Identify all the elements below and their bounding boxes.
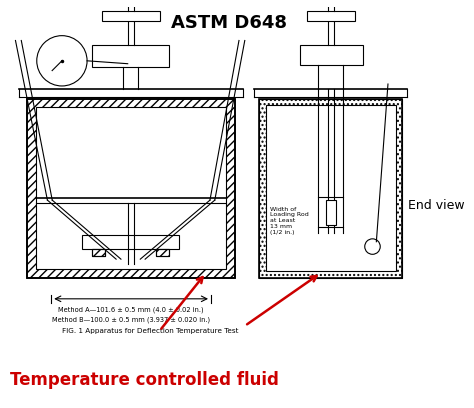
Bar [300,45,363,65]
Bar [27,99,235,277]
Bar [36,107,227,269]
Text: FIG. 1 Apparatus for Deflection Temperature Test: FIG. 1 Apparatus for Deflection Temperat… [62,328,238,334]
Text: Temperature controlled fluid: Temperature controlled fluid [9,371,279,389]
Bar [92,248,105,256]
Bar [156,248,169,256]
Bar [36,107,227,269]
Bar [326,200,336,224]
Text: Method A—101.6 ± 0.5 mm (4.0 ± 0.02 in.): Method A—101.6 ± 0.5 mm (4.0 ± 0.02 in.) [58,306,203,313]
Bar [259,99,402,277]
Bar [259,99,402,277]
Text: Width of
Loading Rod
at Least
13 mm
(1/2 in.): Width of Loading Rod at Least 13 mm (1/2… [270,207,309,235]
Bar [27,99,235,277]
Bar [156,248,169,256]
Bar [266,105,396,271]
Bar [266,105,396,271]
Bar [307,11,355,21]
Bar [82,235,179,248]
Text: Method B—100.0 ± 0.5 mm (3.937 ± 0.020 in.): Method B—100.0 ± 0.5 mm (3.937 ± 0.020 i… [52,316,210,323]
Text: ASTM D648: ASTM D648 [171,14,287,32]
Bar [101,11,160,21]
Bar [92,45,169,67]
Text: End view: End view [408,200,465,213]
Circle shape [37,35,87,86]
Bar [92,248,105,256]
